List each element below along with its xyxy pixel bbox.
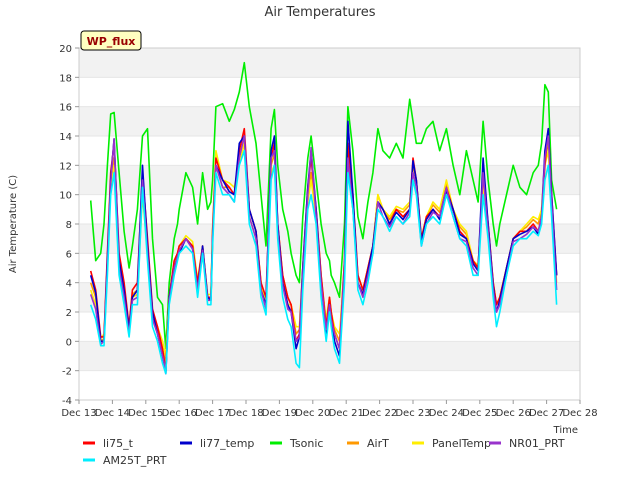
y-tick-label: 12 [59, 161, 72, 172]
x-tick-label: Dec 13 [61, 408, 96, 419]
x-tick-label: Dec 17 [195, 408, 230, 419]
grid-band [79, 194, 580, 224]
y-tick-label: -4 [62, 396, 72, 407]
y-tick-label: 18 [59, 73, 72, 84]
y-tick-label: 2 [66, 308, 72, 319]
legend-label-paneltemp: PanelTemp [432, 437, 491, 450]
x-tick-label: Dec 24 [429, 408, 464, 419]
grid-band [79, 253, 580, 283]
chart-title: Air Temperatures [264, 5, 375, 20]
x-tick-label: Dec 15 [128, 408, 163, 419]
grid-band [79, 341, 580, 371]
y-tick-label: 8 [66, 220, 72, 231]
y-tick-label: 10 [59, 191, 72, 202]
grid-band [79, 165, 580, 195]
grid-band [79, 106, 580, 136]
legend-label-am25t-prt: AM25T_PRT [103, 454, 167, 467]
legend: li75_t li77_temp Tsonic AirT PanelTemp NR01_P… [83, 437, 565, 467]
x-tick-label: Dec 28 [562, 408, 597, 419]
grid-band [79, 224, 580, 254]
legend-label-tsonic: Tsonic [289, 437, 323, 450]
grid-band [79, 370, 580, 400]
grid-bands [79, 48, 580, 401]
station-badge-text: WP_flux [87, 35, 136, 48]
legend-label-nr01-prt: NR01_PRT [509, 437, 565, 450]
x-tick-label: Dec 26 [496, 408, 531, 419]
x-tick-label: Dec 22 [362, 408, 397, 419]
legend-label-airt: AirT [367, 437, 389, 450]
x-tick-label: Dec 20 [295, 408, 330, 419]
grid-band [79, 48, 580, 78]
y-tick-label: 4 [66, 279, 72, 290]
x-tick-label: Dec 23 [395, 408, 430, 419]
y-tick-label: 0 [66, 337, 72, 348]
y-tick-label: 16 [59, 103, 72, 114]
x-tick-label: Dec 16 [162, 408, 197, 419]
station-badge-box [80, 30, 142, 51]
x-tick-label: Dec 21 [329, 408, 364, 419]
y-tick-label: 20 [59, 44, 72, 55]
legend-label-li75-t: li75_t [103, 437, 134, 450]
x-tick-label: Dec 19 [262, 408, 297, 419]
y-axis-title: Air Temperature (C) [8, 175, 19, 273]
y-tick-label: 6 [66, 249, 72, 260]
y-axis-ticks: -4 -2 0 2 4 6 8 10 12 14 16 18 20 [59, 44, 79, 407]
x-axis-title: Time [553, 425, 578, 436]
legend-label-li77-temp: li77_temp [200, 437, 254, 450]
x-tick-label: Dec 18 [228, 408, 263, 419]
grid-band [79, 136, 580, 166]
x-tick-label: Dec 25 [462, 408, 497, 419]
series-layer [89, 61, 558, 375]
series-line-am25t-prt [89, 149, 558, 375]
y-tick-label: 14 [59, 132, 72, 143]
series-line-nr01-prt [89, 135, 558, 372]
y-tick-label: -2 [62, 367, 72, 378]
grid-band [79, 77, 580, 107]
series-line-paneltemp [89, 142, 558, 357]
series-line-tsonic [89, 61, 558, 350]
station-badge: WP_flux [80, 30, 142, 51]
x-tick-label: Dec 27 [529, 408, 564, 419]
x-tick-label: Dec 14 [95, 408, 130, 419]
